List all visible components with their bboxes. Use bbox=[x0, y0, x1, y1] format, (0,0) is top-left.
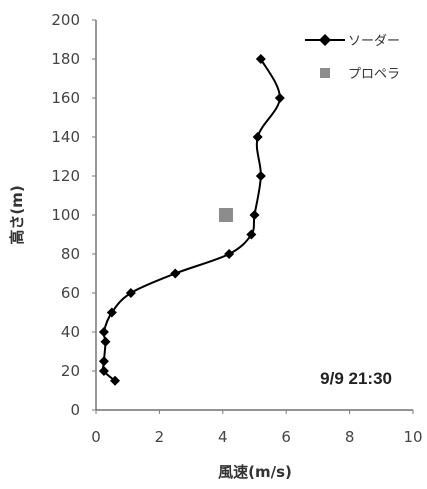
sodar-point bbox=[101, 337, 111, 347]
y-tick-label: 120 bbox=[51, 167, 80, 185]
legend-label-propeller: プロペラ bbox=[348, 67, 400, 82]
x-tick-label: 0 bbox=[91, 428, 101, 446]
y-tick-label: 200 bbox=[51, 11, 80, 29]
x-tick-label: 8 bbox=[345, 428, 355, 446]
x-axis-title: 風速(m/s) bbox=[218, 463, 292, 481]
y-tick-label: 180 bbox=[51, 50, 80, 68]
x-tick-labels: 0 2 4 6 8 10 bbox=[91, 410, 422, 446]
sodar-point bbox=[256, 54, 266, 64]
legend-marker-sodar bbox=[319, 34, 331, 46]
legend-marker-propeller bbox=[320, 68, 330, 78]
y-tick-label: 40 bbox=[61, 323, 80, 341]
y-tick-label: 60 bbox=[61, 284, 80, 302]
x-tick-label: 6 bbox=[281, 428, 291, 446]
x-tick-label: 2 bbox=[155, 428, 165, 446]
y-axis-title: 高さ(m) bbox=[8, 185, 26, 244]
y-tick-label: 100 bbox=[51, 206, 80, 224]
y-tick-label: 140 bbox=[51, 128, 80, 146]
y-tick-labels: 0 20 40 60 80 100 120 140 160 180 200 bbox=[51, 11, 96, 419]
sodar-point bbox=[275, 93, 285, 103]
sodar-point bbox=[253, 132, 263, 142]
sodar-point bbox=[256, 171, 266, 181]
sodar-point bbox=[99, 356, 109, 366]
sodar-point bbox=[224, 249, 234, 259]
sodar-point bbox=[170, 269, 180, 279]
sodar-series-line bbox=[103, 59, 280, 381]
timestamp-annotation: 9/9 21:30 bbox=[320, 369, 392, 388]
y-tick-label: 160 bbox=[51, 89, 80, 107]
legend: ソーダー プロペラ bbox=[305, 34, 400, 82]
legend-label-sodar: ソーダー bbox=[348, 34, 400, 49]
propeller-point bbox=[219, 208, 233, 222]
y-tick-label: 20 bbox=[61, 362, 80, 380]
sodar-point bbox=[99, 327, 109, 337]
sodar-point bbox=[250, 210, 260, 220]
y-tick-label: 80 bbox=[61, 245, 80, 263]
x-tick-label: 10 bbox=[403, 428, 422, 446]
y-tick-label: 0 bbox=[70, 401, 80, 419]
x-tick-label: 4 bbox=[218, 428, 228, 446]
series-layer bbox=[99, 54, 285, 386]
